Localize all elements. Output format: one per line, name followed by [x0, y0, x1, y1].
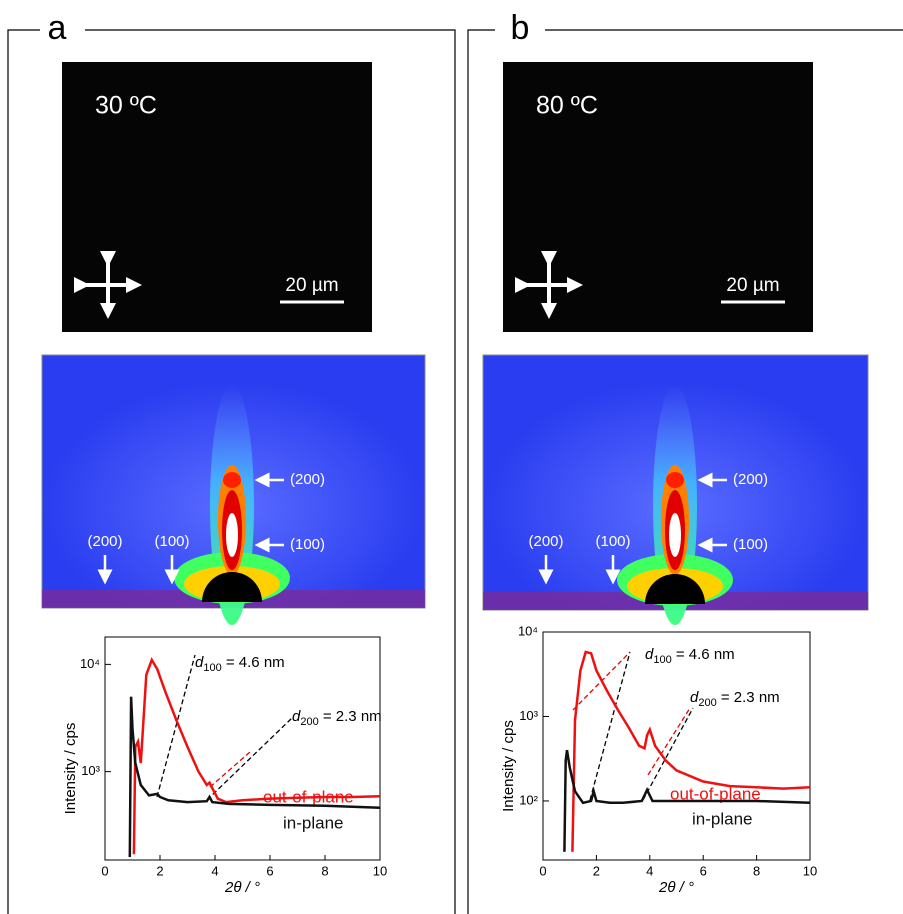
annotation-symbol: d — [292, 708, 301, 725]
x-tick-label: 8 — [753, 863, 760, 878]
x-tick-label: 6 — [266, 863, 273, 878]
y-tick-label: 10² — [519, 792, 538, 807]
annotation-text: = 2.3 nm — [319, 708, 382, 725]
peak-label: (200) — [87, 533, 122, 550]
x-tick-label: 10 — [803, 863, 817, 878]
series-line — [128, 696, 381, 858]
x-tick-label: 2 — [156, 863, 163, 878]
panel-frames — [7, 29, 903, 914]
x-tick-label: 8 — [321, 863, 328, 878]
x-tick-label: 4 — [646, 863, 653, 878]
annotation-text: = 4.6 nm — [222, 654, 285, 671]
scale-label: 20 µm — [285, 275, 338, 296]
series-line — [571, 650, 811, 852]
peak-200 — [223, 472, 241, 488]
beamstop — [645, 574, 705, 604]
peak-100 — [226, 513, 238, 557]
temperature-label: 80 ºC — [536, 92, 598, 120]
annotation-text: = 4.6 nm — [672, 646, 735, 663]
y-tick-label: 10⁴ — [80, 656, 100, 671]
peak-label: (200) — [733, 471, 768, 488]
x-tick-label: 0 — [539, 863, 546, 878]
guide-line — [642, 707, 694, 801]
series-label: out-of-plane — [263, 787, 354, 806]
x-tick-label: 10 — [373, 863, 387, 878]
series-line — [132, 656, 381, 855]
x-tick-label: 6 — [700, 863, 707, 878]
x-tick-label: 0 — [101, 863, 108, 878]
guide-line — [647, 707, 691, 776]
beamstop — [202, 572, 262, 602]
peak-label: (100) — [733, 536, 768, 553]
annotation-subscript: 100 — [653, 654, 671, 666]
y-axis-label: Intensity / cps — [62, 723, 79, 815]
annotation-symbol: d — [690, 689, 699, 706]
annotation-text: = 2.3 nm — [717, 689, 780, 706]
plot-frame — [104, 636, 381, 861]
scale-label: 20 µm — [726, 275, 779, 296]
annotation-subscript: 200 — [698, 697, 716, 709]
series-label: out-of-plane — [670, 784, 761, 803]
annotation-subscript: 200 — [300, 716, 318, 728]
guide-line — [589, 651, 631, 801]
peak-label: (200) — [528, 533, 563, 550]
series-line — [563, 749, 811, 852]
y-tick-label: 10⁴ — [518, 623, 538, 638]
guide-line — [206, 717, 293, 801]
series-label: in-plane — [692, 809, 753, 828]
peak-label: (200) — [290, 471, 325, 488]
x-tick-label: 2 — [593, 863, 600, 878]
plot-frame — [542, 631, 811, 861]
annotation-symbol: d — [645, 646, 654, 663]
panel-letter: a — [48, 9, 67, 47]
series-label: in-plane — [283, 813, 344, 832]
y-axis-label: Intensity / cps — [500, 720, 517, 812]
x-tick-label: 4 — [211, 863, 218, 878]
peak-label: (100) — [595, 533, 630, 550]
panel-letter: b — [511, 9, 530, 47]
annotation: d200 = 2.3 nm — [292, 708, 382, 728]
guide-line — [209, 751, 251, 788]
guide-line — [156, 654, 196, 798]
x-axis-label: 2θ / ° — [658, 879, 694, 896]
peak-100 — [669, 513, 681, 557]
x-axis-label: 2θ / ° — [224, 879, 260, 896]
annotation: d100 = 4.6 nm — [645, 646, 735, 666]
annotation: d100 = 4.6 nm — [195, 654, 285, 674]
annotation: d200 = 2.3 nm — [690, 689, 780, 709]
temperature-label: 30 ºC — [95, 92, 157, 120]
y-tick-label: 10³ — [81, 763, 100, 778]
annotation-symbol: d — [195, 654, 204, 671]
peak-label: (100) — [154, 533, 189, 550]
annotation-subscript: 100 — [203, 662, 221, 674]
y-tick-label: 10³ — [519, 708, 538, 723]
peak-200 — [666, 472, 684, 488]
peak-label: (100) — [290, 536, 325, 553]
